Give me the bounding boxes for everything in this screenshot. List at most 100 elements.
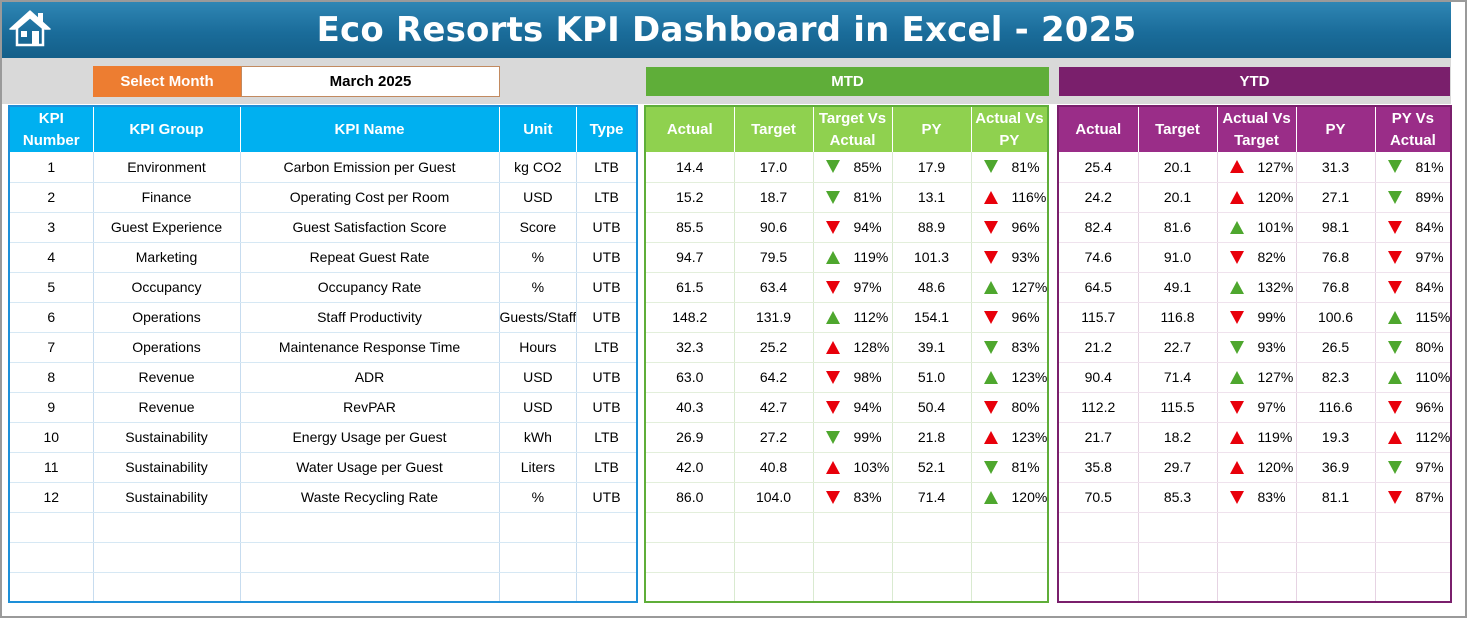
ytd-target: 49.1 <box>1138 272 1218 303</box>
ytd-actual-vs-target: 119% <box>1217 422 1297 453</box>
arrow-down-icon <box>1387 190 1402 204</box>
ytd-actual-vs-target: 101% <box>1217 212 1297 243</box>
mtd-py: 101.3 <box>892 242 972 273</box>
kpi-unit: Guests/Staff <box>499 302 578 333</box>
mtd-actual: 26.9 <box>645 422 735 453</box>
kpi-type: UTB <box>576 362 638 393</box>
ytd-col-header-1: Target <box>1138 106 1218 152</box>
table-row: 94.7 79.5 119% 101.3 93% <box>645 242 1049 273</box>
table-row: 7 Operations Maintenance Response Time Hour… <box>9 332 638 363</box>
kpi-number: 10 <box>9 422 94 453</box>
empty-cell <box>1217 542 1297 573</box>
ytd-actual: 35.8 <box>1058 452 1139 483</box>
table-row: 40.3 42.7 94% 50.4 80% <box>645 392 1049 423</box>
mtd-target: 18.7 <box>734 182 814 213</box>
arrow-down-icon <box>1229 310 1244 324</box>
kpi-type: UTB <box>576 242 638 273</box>
empty-cell <box>1217 572 1297 603</box>
mtd-py: 71.4 <box>892 482 972 513</box>
arrow-down-icon <box>1387 460 1402 474</box>
arrow-down-icon <box>983 250 998 264</box>
ytd-py-vs-actual: 110% <box>1375 362 1452 393</box>
empty-row <box>1058 512 1452 543</box>
mtd-actual-vs-py-wrap: 81% <box>972 453 1048 482</box>
kpi-type: UTB <box>576 482 638 513</box>
ytd-actual-vs-target-value: 97% <box>1257 399 1286 415</box>
kpi-name: Water Usage per Guest <box>240 452 500 483</box>
kpi-type: LTB <box>576 332 638 363</box>
mtd-target: 25.2 <box>734 332 814 363</box>
ytd-actual-vs-target-value: 93% <box>1257 339 1286 355</box>
kpi-name: Carbon Emission per Guest <box>240 152 500 183</box>
ytd-py-vs-actual-wrap: 97% <box>1376 453 1451 482</box>
arrow-down-icon <box>1387 400 1402 414</box>
kpi-name: Waste Recycling Rate <box>240 482 500 513</box>
mtd-target-vs-actual-value: 103% <box>853 459 890 475</box>
kpi-name: Operating Cost per Room <box>240 182 500 213</box>
arrow-down-icon <box>825 430 840 444</box>
kpi-name: RevPAR <box>240 392 500 423</box>
ytd-actual-vs-target: 97% <box>1217 392 1297 423</box>
ytd-py-vs-actual-wrap: 112% <box>1376 423 1450 452</box>
empty-row <box>645 512 1049 543</box>
ytd-py: 81.1 <box>1296 482 1376 513</box>
ytd-actual-vs-target-value: 127% <box>1257 369 1294 385</box>
ytd-py-vs-actual-value: 110% <box>1415 369 1451 385</box>
kpi-type: UTB <box>576 272 638 303</box>
empty-cell <box>1058 572 1139 603</box>
ytd-actual-vs-target: 83% <box>1217 482 1297 513</box>
ytd-target: 116.8 <box>1138 302 1218 333</box>
empty-cell <box>499 542 578 573</box>
arrow-up-icon <box>825 310 840 324</box>
mtd-actual-vs-py-wrap: 116% <box>972 183 1048 212</box>
arrow-down-icon <box>825 490 840 504</box>
home-icon[interactable] <box>8 8 52 48</box>
empty-cell <box>813 512 893 543</box>
ytd-py-vs-actual-value: 80% <box>1415 339 1444 355</box>
ytd-actual-vs-target-value: 120% <box>1257 189 1294 205</box>
kpi-group: Finance <box>93 182 241 213</box>
mtd-target-vs-actual-value: 112% <box>853 309 889 325</box>
kpi-unit: % <box>499 272 578 303</box>
page-title: Eco Resorts KPI Dashboard in Excel - 202… <box>316 10 1137 50</box>
ytd-py-vs-actual-value: 84% <box>1415 219 1444 235</box>
arrow-up-icon <box>1229 460 1244 474</box>
kpi-unit: % <box>499 242 578 273</box>
month-select[interactable]: March 2025 <box>241 66 500 97</box>
mtd-actual: 61.5 <box>645 272 735 303</box>
mtd-actual-vs-py: 93% <box>971 242 1049 273</box>
select-month-label: Select Month <box>93 66 241 97</box>
empty-cell <box>499 512 578 543</box>
mtd-actual-vs-py-value: 127% <box>1011 279 1048 295</box>
empty-row <box>645 572 1049 603</box>
arrow-up-icon <box>1229 220 1244 234</box>
kpi-info-table: KPI Number KPI Group KPI Name Unit Type 1 Env… <box>8 105 638 603</box>
ytd-py: 19.3 <box>1296 422 1376 453</box>
mtd-actual-vs-py: 81% <box>971 452 1049 483</box>
ytd-actual-vs-target-value: 119% <box>1257 429 1293 445</box>
ytd-col-header-3: PY <box>1296 106 1376 152</box>
ytd-actual: 24.2 <box>1058 182 1139 213</box>
mtd-actual-vs-py: 81% <box>971 152 1049 183</box>
mtd-target-vs-actual-wrap: 81% <box>814 183 892 212</box>
ytd-actual: 82.4 <box>1058 212 1139 243</box>
table-row: 82.4 81.6 101% 98.1 84% <box>1058 212 1452 243</box>
ytd-target: 81.6 <box>1138 212 1218 243</box>
mtd-actual-vs-py: 96% <box>971 302 1049 333</box>
mtd-target: 79.5 <box>734 242 814 273</box>
mtd-target-vs-actual-value: 97% <box>853 279 882 295</box>
mtd-actual-vs-py-wrap: 123% <box>972 363 1047 392</box>
arrow-down-icon <box>983 460 998 474</box>
empty-row <box>9 512 638 543</box>
ytd-actual-vs-target-value: 101% <box>1257 219 1294 235</box>
kpi-unit: kg CO2 <box>499 152 578 183</box>
empty-row <box>1058 542 1452 573</box>
ytd-py: 26.5 <box>1296 332 1376 363</box>
mtd-py: 17.9 <box>892 152 972 183</box>
mtd-target: 64.2 <box>734 362 814 393</box>
table-row: 4 Marketing Repeat Guest Rate% UTB <box>9 242 638 273</box>
kpi-group: Sustainability <box>93 422 241 453</box>
ytd-py-vs-actual: 97% <box>1375 242 1452 273</box>
kpi-type: UTB <box>576 212 638 243</box>
ytd-py-vs-actual: 115% <box>1375 302 1452 333</box>
